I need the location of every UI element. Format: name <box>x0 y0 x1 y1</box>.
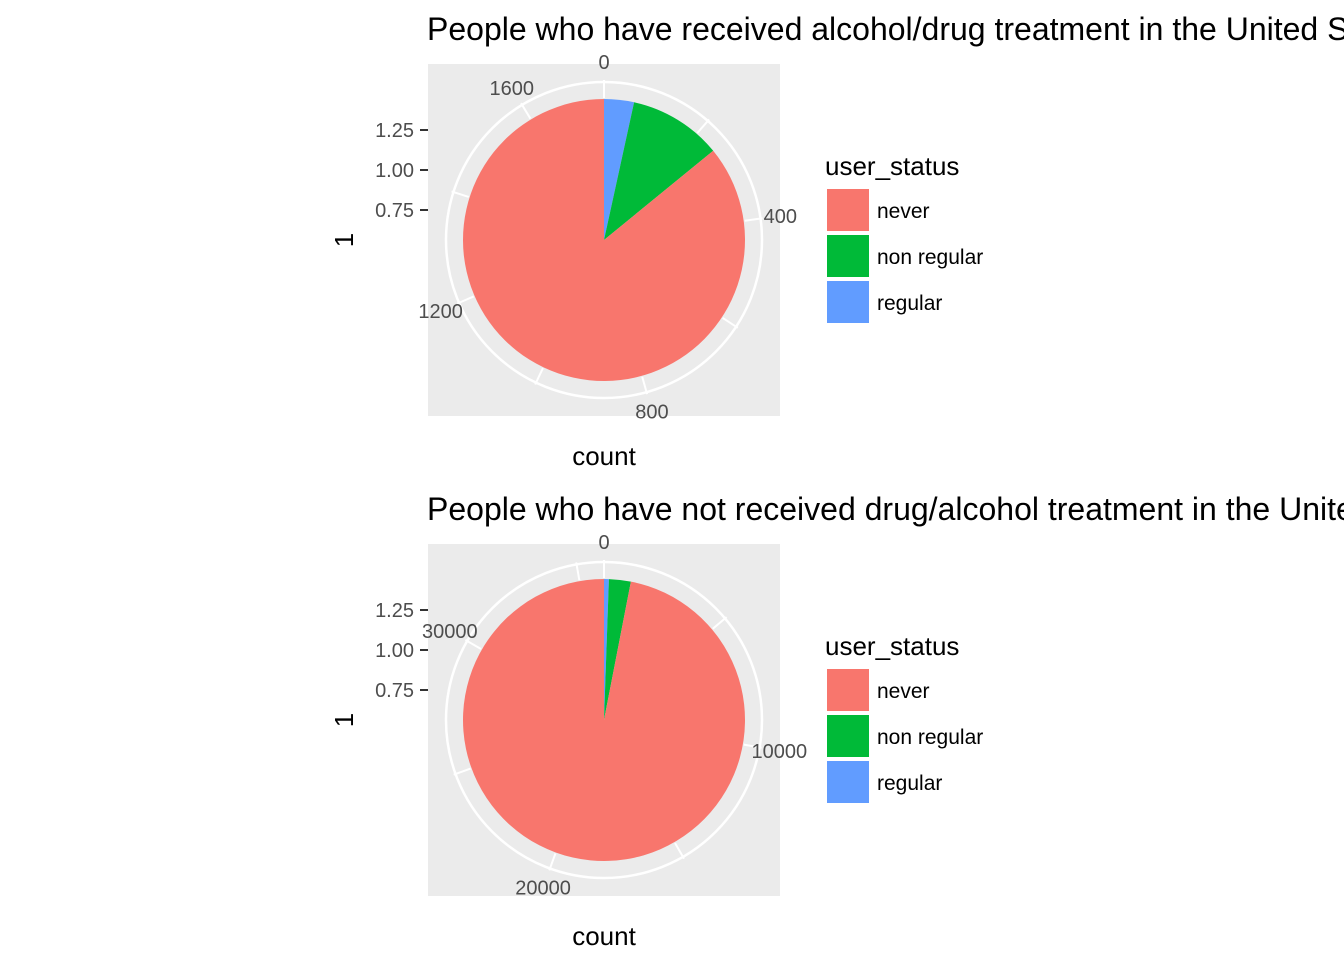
pie-slice-regular-2 <box>604 579 609 720</box>
grid-spoke-1 <box>722 317 739 329</box>
legend-key-non-regular-2 <box>827 715 869 757</box>
chart-title-1: People who have received alcohol/drug tr… <box>427 11 1344 47</box>
pie-slice-non-regular-1 <box>604 102 714 240</box>
y-axis-2: 1.25 1.00 0.75 <box>375 600 428 702</box>
grid-spoke-2 <box>548 853 557 871</box>
y-tick-label-1-1.00: 1.00 <box>375 160 414 182</box>
pie-slices-2 <box>462 579 745 861</box>
legend-key-never-2 <box>827 669 869 711</box>
legend-title-1: user_status <box>825 151 959 181</box>
theta-ticks-2: 0 10000 20000 30000 <box>422 532 807 899</box>
theta-tick-label-2-3: 30000 <box>422 621 478 643</box>
legend-1: user_status never non regular regular <box>825 151 983 323</box>
legend-key-never-1 <box>827 189 869 231</box>
grid-spoke-2 <box>712 616 728 630</box>
legend-key-non-regular-1 <box>827 235 869 277</box>
grid-spoke-1 <box>451 190 470 198</box>
legend-key-regular-1 <box>827 281 869 323</box>
x-axis-title-2: count <box>572 921 636 951</box>
grid-spoke-1 <box>641 376 649 395</box>
pie-panel-1: People who have received alcohol/drug tr… <box>329 11 1344 471</box>
pie-slices-1 <box>463 98 745 381</box>
theta-tick-label-1-1: 400 <box>764 206 797 228</box>
pie-slice-non-regular-2 <box>604 579 631 720</box>
grid-spoke-1 <box>456 295 475 305</box>
pie-slice-regular-1 <box>604 99 635 240</box>
theta-tick-label-1-2: 800 <box>635 401 668 423</box>
grid-spoke-1 <box>744 217 763 222</box>
y-tick-label-2-1.25: 1.25 <box>375 600 414 622</box>
pie-slice-never-1 <box>463 98 745 381</box>
theta-tick-label-2-1: 10000 <box>751 741 807 763</box>
legend-label-regular-1: regular <box>877 292 942 315</box>
theta-tick-label-2-0: 0 <box>598 532 609 554</box>
pie-panel-2: People who have not received drug/alcoho… <box>329 491 1344 951</box>
legend-key-regular-2 <box>827 761 869 803</box>
y-tick-label-2-1.00: 1.00 <box>375 640 414 662</box>
grid-spoke-2 <box>453 767 471 776</box>
grid-spoke-1 <box>520 102 532 120</box>
y-tick-label-2-0.75: 0.75 <box>375 680 414 702</box>
chart-title-2: People who have not received drug/alcoho… <box>427 491 1344 527</box>
grid-spoke-2 <box>743 743 762 749</box>
polar-grid-1 <box>444 80 764 400</box>
legend-2: user_status never non regular regular <box>825 631 983 803</box>
y-tick-label-1-0.75: 0.75 <box>375 200 414 222</box>
grid-spoke-2 <box>464 639 482 650</box>
y-axis-title-1: 1 <box>329 233 359 247</box>
theta-tick-label-1-0: 0 <box>598 52 609 74</box>
legend-label-regular-2: regular <box>877 772 942 795</box>
legend-title-2: user_status <box>825 631 959 661</box>
legend-label-never-1: never <box>877 200 930 223</box>
legend-label-non-regular-1: non regular <box>877 246 983 269</box>
legend-label-never-2: never <box>877 680 930 703</box>
theta-tick-label-2-2: 20000 <box>515 877 571 899</box>
grid-spoke-1 <box>696 118 710 134</box>
y-axis-title-2: 1 <box>329 713 359 727</box>
pie-slice-never-2 <box>462 579 745 861</box>
polar-grid-2 <box>444 560 764 880</box>
theta-tick-label-1-3: 1200 <box>418 301 463 323</box>
grid-spoke-2 <box>575 562 581 581</box>
legend-label-non-regular-2: non regular <box>877 726 983 749</box>
theta-ticks-1: 0 400 800 1200 1600 <box>418 52 797 423</box>
grid-spoke-2 <box>674 842 685 860</box>
grid-spoke-1 <box>534 367 544 385</box>
theta-tick-label-1-4: 1600 <box>489 78 534 100</box>
y-axis-1: 1.25 1.00 0.75 <box>375 120 428 222</box>
y-tick-label-1-1.25: 1.25 <box>375 120 414 142</box>
x-axis-title-1: count <box>572 441 636 471</box>
